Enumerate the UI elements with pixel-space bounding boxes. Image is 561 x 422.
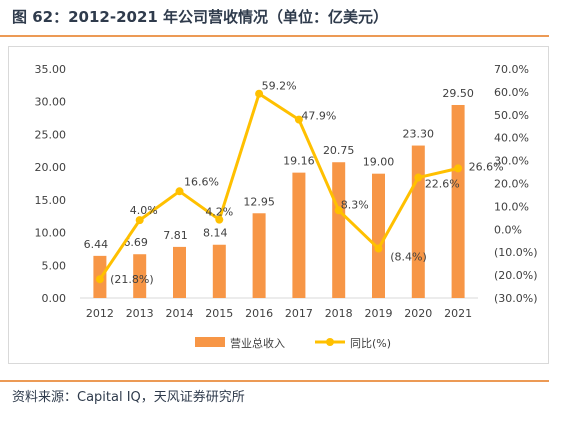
y-right-tick-label: (10.0%) bbox=[494, 246, 538, 259]
bar-value-label: 7.81 bbox=[163, 229, 188, 242]
y-right-tick-label: 0.0% bbox=[494, 223, 522, 236]
bar-value-label: 20.75 bbox=[323, 144, 355, 157]
y-right-tick-label: (30.0%) bbox=[494, 292, 538, 305]
x-tick-label: 2012 bbox=[86, 307, 114, 320]
source-rule bbox=[0, 380, 549, 382]
y-right-tick-label: 20.0% bbox=[494, 178, 529, 191]
x-tick-label: 2015 bbox=[205, 307, 233, 320]
yoy-value-label: 4.2% bbox=[205, 206, 233, 219]
y-right-tick-label: 10.0% bbox=[494, 200, 529, 213]
x-tick-label: 2016 bbox=[245, 307, 273, 320]
yoy-value-label: 8.3% bbox=[341, 198, 369, 211]
bar bbox=[252, 213, 266, 298]
x-tick-label: 2018 bbox=[325, 307, 353, 320]
y-left-tick-label: 20.00 bbox=[35, 161, 67, 174]
y-left-tick-label: 5.00 bbox=[42, 259, 67, 272]
yoy-point bbox=[175, 187, 184, 196]
bar bbox=[411, 145, 425, 298]
y-right-tick-label: 30.0% bbox=[494, 155, 529, 168]
bar bbox=[372, 173, 385, 298]
bar bbox=[212, 244, 226, 298]
bar-value-label: 19.16 bbox=[283, 155, 315, 168]
title-rule bbox=[0, 35, 549, 37]
yoy-value-label: 59.2% bbox=[262, 80, 297, 93]
yoy-value-label: (21.8%) bbox=[110, 273, 154, 286]
y-left-tick-label: 30.00 bbox=[35, 96, 67, 109]
bar bbox=[332, 162, 346, 298]
source-note: 资料来源：Capital IQ，天风证券研究所 bbox=[12, 390, 245, 405]
yoy-point bbox=[334, 206, 343, 215]
x-tick-label: 2013 bbox=[126, 307, 154, 320]
bar-value-label: 8.14 bbox=[203, 227, 228, 240]
bar-value-label: 6.69 bbox=[123, 236, 148, 249]
bar-value-label: 29.50 bbox=[442, 87, 474, 100]
x-tick-label: 2019 bbox=[365, 307, 393, 320]
yoy-value-label: 16.6% bbox=[184, 175, 219, 188]
y-right-tick-label: 60.0% bbox=[494, 86, 529, 99]
yoy-point bbox=[135, 216, 144, 225]
legend-swatch-revenue bbox=[195, 337, 225, 347]
bar-value-label: 23.30 bbox=[403, 128, 435, 141]
legend-marker-yoy bbox=[326, 338, 334, 346]
yoy-value-label: 26.6% bbox=[469, 160, 504, 173]
y-left-tick-label: 35.00 bbox=[35, 63, 67, 76]
yoy-value-label: 4.0% bbox=[130, 204, 158, 217]
y-left-tick-label: 0.00 bbox=[42, 292, 67, 305]
y-right-tick-label: (20.0%) bbox=[494, 269, 538, 282]
revenue-chart: 0.00 5.00 10.00 15.00 20.00 25.00 30.00 35.00 (3… bbox=[35, 63, 538, 350]
y-left-tick-label: 10.00 bbox=[35, 227, 67, 240]
bar-value-label: 12.95 bbox=[243, 195, 275, 208]
yoy-point bbox=[215, 215, 224, 224]
x-tick-label: 2017 bbox=[285, 307, 313, 320]
yoy-point bbox=[95, 275, 104, 284]
yoy-value-label: (8.4%) bbox=[390, 251, 427, 264]
y-right-tick-label: 50.0% bbox=[494, 109, 529, 122]
legend-label-revenue: 营业总收入 bbox=[230, 336, 285, 350]
chart-frame bbox=[8, 46, 549, 364]
bar-value-label: 6.44 bbox=[84, 238, 109, 251]
yoy-value-label: 22.6% bbox=[425, 178, 460, 191]
yoy-point bbox=[374, 244, 383, 253]
bar bbox=[133, 254, 147, 298]
y-left-tick-label: 15.00 bbox=[35, 194, 67, 207]
y-right-tick-label: 40.0% bbox=[494, 132, 529, 145]
x-tick-label: 2014 bbox=[166, 307, 194, 320]
bar-value-label: 19.00 bbox=[363, 156, 395, 169]
x-tick-label: 2021 bbox=[444, 307, 472, 320]
y-right-tick-label: 70.0% bbox=[494, 63, 529, 76]
x-tick-label: 2020 bbox=[404, 307, 432, 320]
legend-label-yoy: 同比(%) bbox=[350, 337, 391, 350]
bar bbox=[451, 104, 465, 298]
yoy-line bbox=[98, 92, 459, 281]
bar bbox=[292, 172, 306, 298]
figure-title: 图 62：2012-2021 年公司营收情况（单位：亿美元） bbox=[12, 8, 389, 26]
yoy-point bbox=[255, 89, 264, 98]
yoy-point bbox=[414, 173, 423, 182]
bar bbox=[173, 246, 186, 298]
yoy-point bbox=[454, 164, 463, 173]
yoy-value-label: 47.9% bbox=[301, 110, 336, 123]
y-left-tick-label: 25.00 bbox=[35, 128, 67, 141]
yoy-point bbox=[294, 115, 303, 124]
